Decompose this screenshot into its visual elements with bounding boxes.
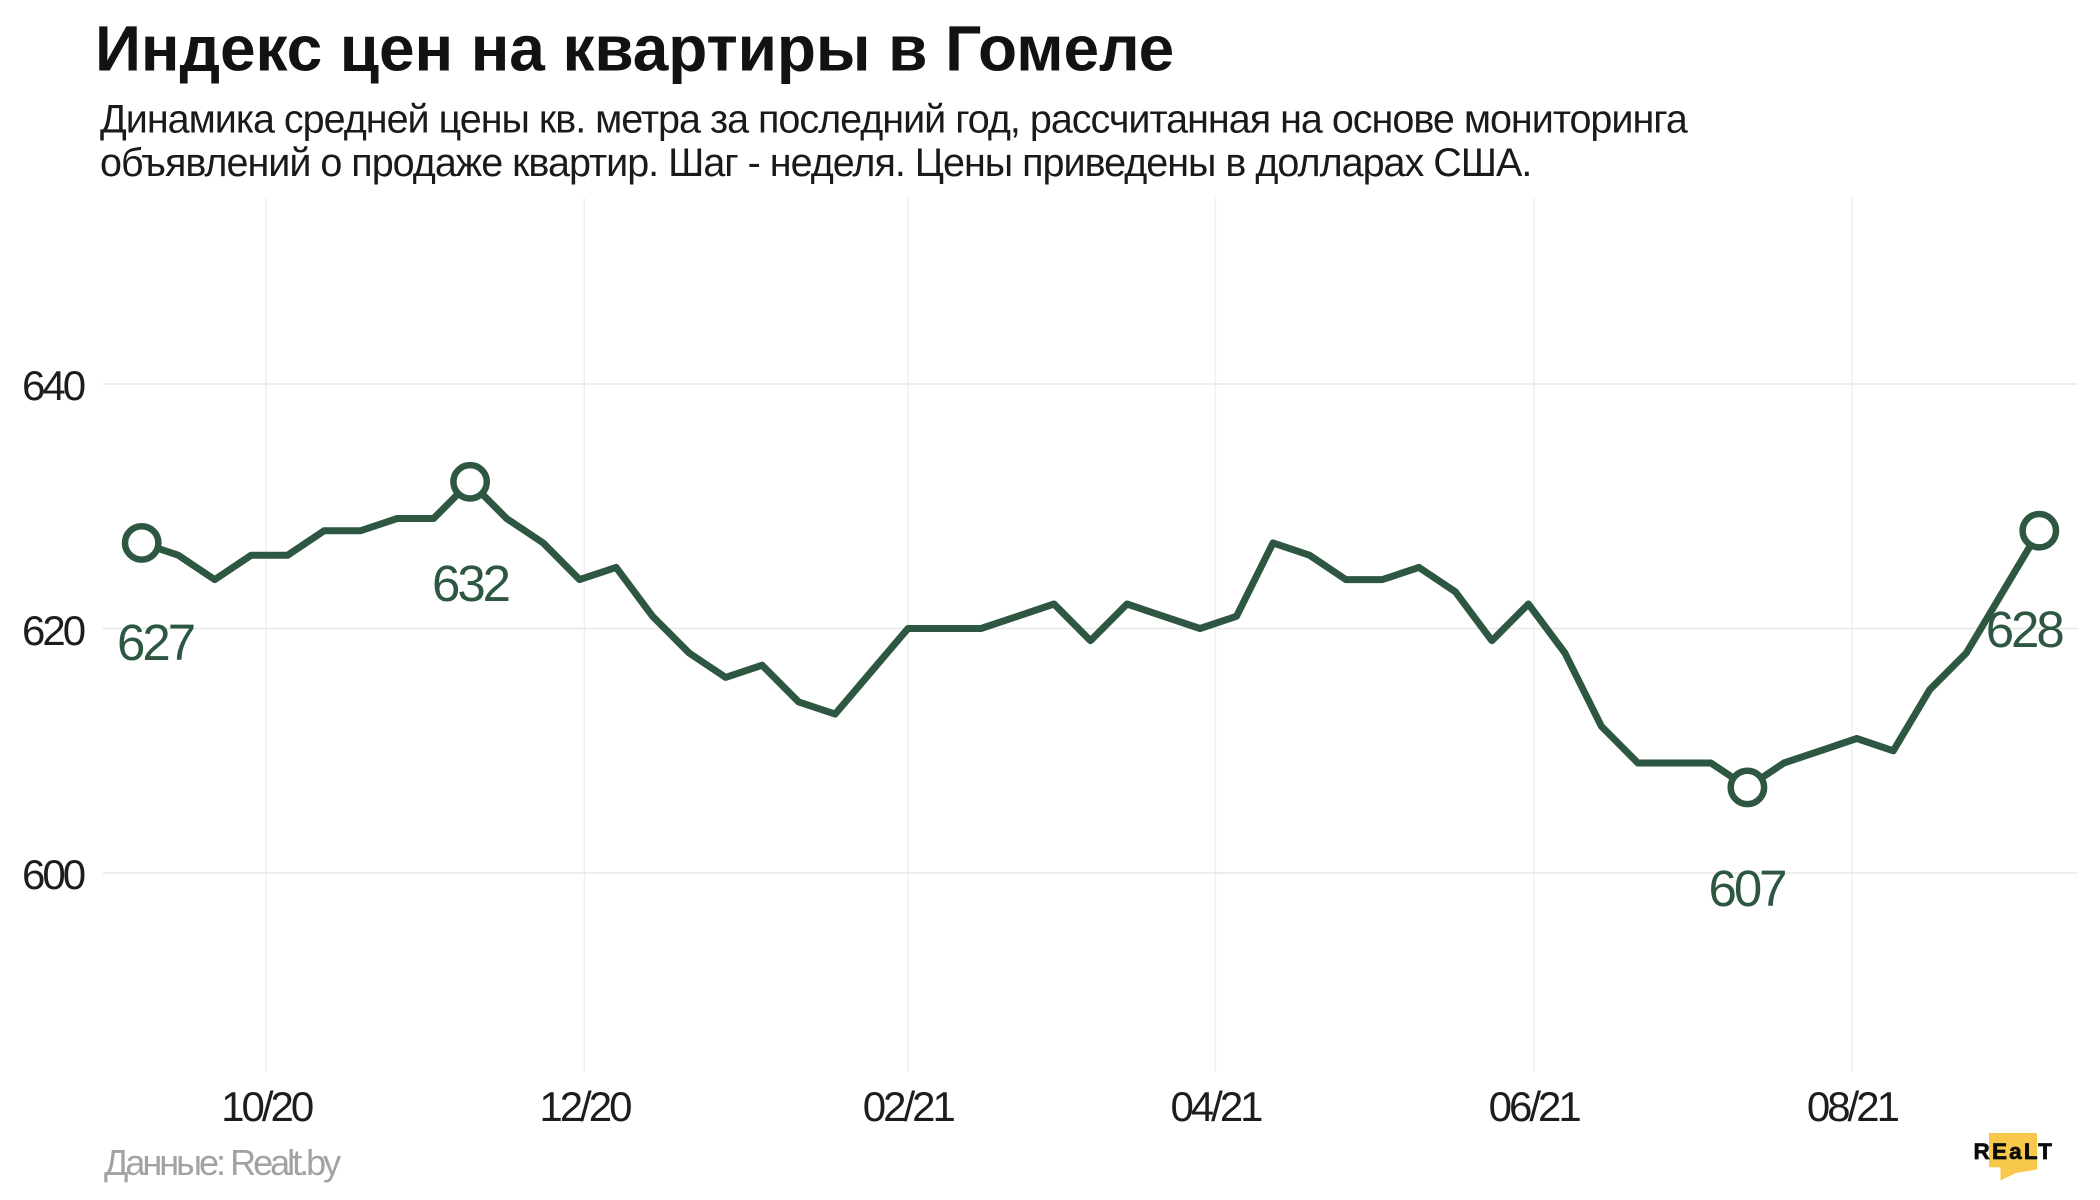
svg-text:REaLT: REaLT	[1974, 1139, 2055, 1164]
svg-text:600: 600	[22, 851, 85, 898]
svg-text:628: 628	[1986, 601, 2064, 658]
svg-text:620: 620	[22, 607, 85, 654]
svg-text:объявлений о продаже квартир.: объявлений о продаже квартир. Шаг - неде…	[100, 141, 1531, 185]
svg-text:Индекс цен на квартиры в Гомел: Индекс цен на квартиры в Гомеле	[95, 13, 1174, 85]
svg-text:Данные: Realt.by: Данные: Realt.by	[104, 1142, 341, 1183]
svg-text:632: 632	[432, 555, 509, 612]
svg-text:12/20: 12/20	[539, 1083, 631, 1130]
svg-text:10/20: 10/20	[221, 1083, 313, 1130]
svg-text:02/21: 02/21	[863, 1083, 955, 1130]
svg-text:627: 627	[117, 614, 194, 671]
svg-text:640: 640	[22, 362, 85, 409]
svg-text:607: 607	[1708, 860, 1785, 917]
svg-text:08/21: 08/21	[1807, 1083, 1899, 1130]
svg-text:Динамика средней цены кв. метр: Динамика средней цены кв. метра за после…	[100, 98, 1688, 142]
svg-text:04/21: 04/21	[1170, 1083, 1262, 1130]
svg-text:06/21: 06/21	[1489, 1083, 1581, 1130]
